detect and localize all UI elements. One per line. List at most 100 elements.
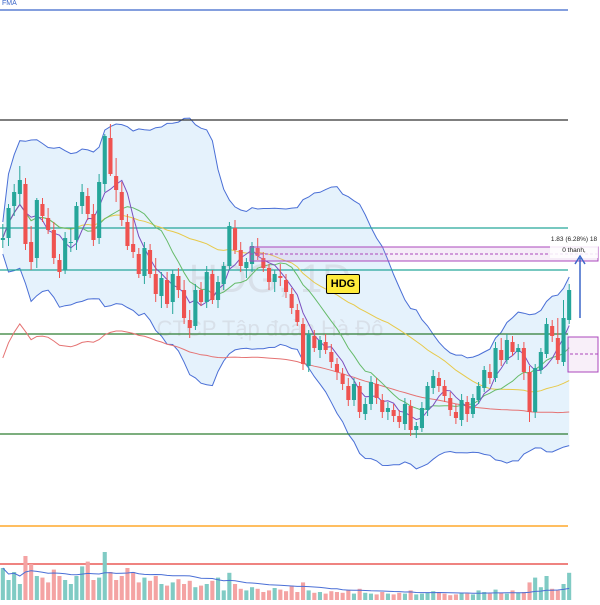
volume-bar	[12, 572, 16, 600]
candle-body	[460, 400, 464, 420]
volume-bar	[244, 590, 248, 600]
candle-body	[335, 364, 339, 372]
candle-body	[63, 238, 67, 270]
volume-bar	[307, 590, 311, 600]
volume-bar	[193, 587, 197, 600]
candle-body	[74, 206, 78, 240]
volume-bar	[7, 580, 11, 600]
volume-bar	[397, 593, 401, 600]
volume-bar	[290, 586, 294, 600]
candle-body	[511, 342, 515, 352]
candle-body	[477, 386, 481, 400]
volume-bar	[159, 584, 163, 600]
volume-bar	[23, 556, 27, 600]
volume-bar	[199, 586, 203, 600]
candle-body	[97, 182, 101, 238]
candle-body	[103, 136, 107, 184]
candle-body	[176, 276, 180, 290]
volume-bar	[494, 590, 498, 600]
volume-bar	[528, 582, 532, 600]
volume-bar	[477, 590, 481, 600]
candle-body	[154, 274, 158, 294]
candle-body	[324, 342, 328, 350]
candle-body	[188, 320, 192, 328]
candle-body	[426, 386, 430, 410]
candle-body	[137, 254, 141, 274]
volume-bar	[80, 566, 84, 600]
volume-bar	[216, 578, 220, 600]
candle-body	[556, 338, 560, 360]
volume-bar	[86, 562, 90, 600]
candle-body	[471, 398, 475, 414]
candle-body	[375, 384, 379, 398]
volume-bar	[142, 578, 146, 600]
candle-body	[369, 382, 373, 404]
volume-bar	[210, 581, 214, 600]
candle-body	[182, 290, 186, 318]
symbol-badge[interactable]: HDG	[326, 274, 360, 294]
volume-bar	[278, 590, 282, 600]
candle-body	[1, 238, 5, 240]
volume-bar	[188, 581, 192, 600]
volume-bar	[341, 593, 345, 600]
volume-bar	[505, 594, 509, 600]
candle-body	[329, 352, 333, 362]
volume-bar	[335, 592, 339, 600]
volume-bar	[205, 584, 209, 600]
candle-body	[222, 266, 226, 284]
volume-bar	[426, 593, 430, 600]
candle-body	[488, 372, 492, 378]
candle-body	[233, 228, 237, 250]
volume-bar	[171, 582, 175, 600]
candle-body	[420, 408, 424, 428]
volume-bar	[1, 568, 5, 600]
candle-body	[165, 280, 169, 304]
volume-bar	[448, 595, 452, 600]
volume-bar	[57, 576, 61, 600]
volume-bar	[380, 592, 384, 600]
candle-body	[120, 192, 124, 220]
candle-body	[148, 250, 152, 274]
volume-bar	[154, 576, 158, 600]
candle-body	[227, 226, 231, 266]
candle-body	[40, 204, 44, 216]
candle-body	[386, 408, 390, 412]
volume-bar	[488, 594, 492, 600]
measure-bars-text: 0 thanh,	[550, 245, 598, 256]
volume-bar	[165, 586, 169, 600]
volume-bar	[182, 584, 186, 600]
volume-bar	[176, 579, 180, 600]
candle-body	[562, 318, 566, 362]
candle-body	[505, 340, 509, 360]
volume-bar	[108, 572, 112, 600]
candle-body	[273, 274, 277, 282]
volume-bar	[63, 580, 67, 600]
volume-bar	[52, 570, 56, 600]
volume-bar	[414, 594, 418, 600]
volume-bar	[222, 590, 226, 600]
volume-bar	[443, 594, 447, 600]
candle-body	[352, 384, 356, 400]
volume-bar	[312, 593, 316, 600]
volume-bar	[97, 578, 101, 600]
candle-body	[528, 372, 532, 412]
candle-body	[131, 244, 135, 252]
candle-body	[35, 200, 39, 258]
volume-bar	[74, 576, 78, 600]
candle-body	[267, 268, 271, 282]
volume-bar	[69, 584, 73, 600]
volume-bar	[437, 592, 441, 600]
candle-body	[567, 290, 571, 320]
candle-body	[159, 278, 163, 296]
candle-body	[7, 208, 11, 238]
volume-bar	[556, 590, 560, 600]
volume-bar	[35, 576, 39, 600]
candle-body	[171, 274, 175, 302]
volume-bar	[256, 589, 260, 600]
candle-body	[341, 374, 345, 384]
volume-bar	[40, 578, 44, 600]
volume-bar	[403, 594, 407, 600]
volume-bar	[18, 584, 22, 600]
